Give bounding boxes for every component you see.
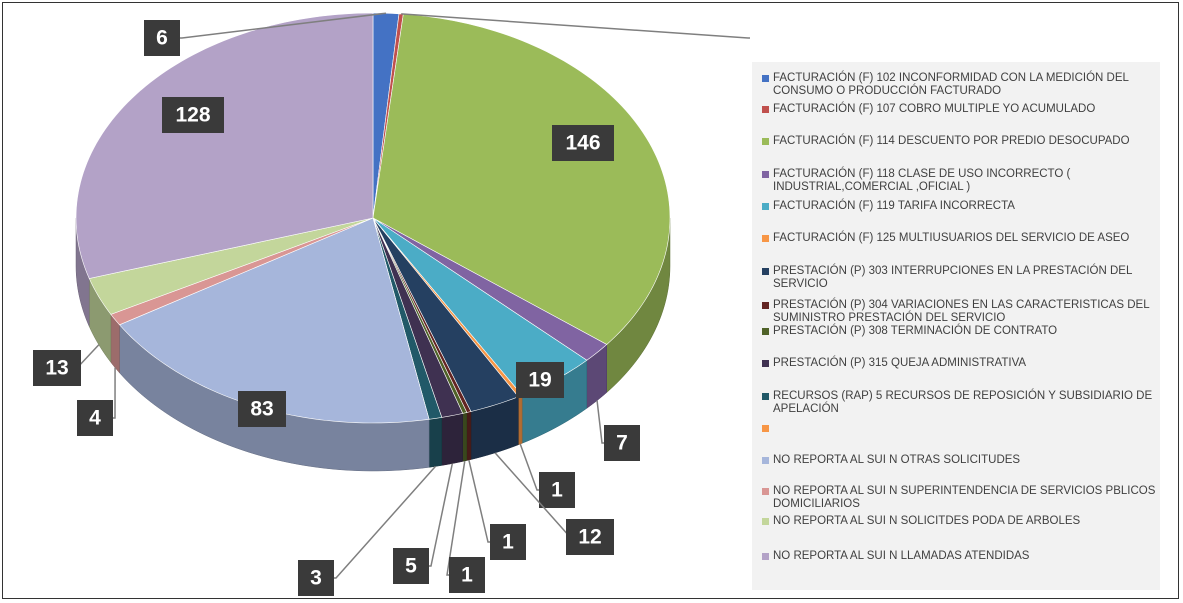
label-box bbox=[566, 519, 614, 555]
label-box bbox=[516, 362, 564, 398]
legend-label: PRESTACIÓN (P) 303 INTERRUPCIONES EN LA … bbox=[773, 265, 1132, 290]
data-label: 7 bbox=[616, 432, 628, 455]
legend-label: PRESTACIÓN (P) 304 VARIACIONES EN LAS CA… bbox=[773, 299, 1150, 324]
legend-swatch bbox=[762, 553, 769, 560]
legend-swatch bbox=[762, 302, 769, 309]
data-label: 128 bbox=[175, 104, 210, 127]
legend-swatch bbox=[762, 235, 769, 242]
legend-swatch bbox=[762, 138, 769, 145]
pie-side bbox=[462, 412, 468, 462]
label-box bbox=[144, 20, 180, 56]
legend-label: RECURSOS (RAP) 5 RECURSOS DE REPOSICIÓN … bbox=[773, 390, 1153, 415]
data-label: 146 bbox=[565, 132, 600, 155]
legend-label: NO REPORTA AL SUI N LLAMADAS ATENDIDAS bbox=[773, 550, 1030, 562]
data-label: 1 bbox=[502, 531, 514, 554]
label-box bbox=[238, 391, 286, 427]
legend-swatch bbox=[762, 75, 769, 82]
legend-swatch bbox=[762, 393, 769, 400]
legend-label: NO REPORTA AL SUI N SOLICITDES PODA DE A… bbox=[773, 515, 1081, 527]
legend-swatch bbox=[762, 360, 769, 367]
label-box bbox=[490, 524, 526, 560]
legend-label: FACTURACIÓN (F) 119 TARIFA INCORRECTA bbox=[773, 200, 1015, 212]
legend-label: FACTURACIÓN (F) 125 MULTIUSUARIOS DEL SE… bbox=[773, 232, 1130, 244]
labels: 61146719112115383413128 bbox=[33, 12, 750, 596]
legend-swatch bbox=[762, 518, 769, 525]
legend-swatch bbox=[762, 425, 769, 432]
legend-label: FACTURACIÓN (F) 102 INCONFORMIDAD CON LA… bbox=[773, 72, 1129, 97]
legend-swatch bbox=[762, 488, 769, 495]
legend-label: PRESTACIÓN (P) 315 QUEJA ADMINISTRATIVA bbox=[773, 357, 1027, 369]
legend-label: NO REPORTA AL SUI N OTRAS SOLICITUDES bbox=[773, 454, 1021, 466]
pie-side bbox=[441, 413, 463, 466]
label-box bbox=[604, 425, 640, 461]
data-label: 3 bbox=[310, 567, 322, 590]
data-label: 5 bbox=[405, 555, 417, 578]
walls bbox=[75, 217, 671, 472]
legend: FACTURACIÓN (F) 102 INCONFORMIDAD CON LA… bbox=[752, 62, 1160, 590]
legend-label: FACTURACIÓN (F) 118 CLASE DE USO INCORRE… bbox=[773, 168, 1071, 193]
pie-area: 61146719112115383413128 bbox=[33, 12, 750, 596]
data-label: 13 bbox=[45, 357, 68, 380]
label-box bbox=[298, 560, 334, 596]
legend-swatch bbox=[762, 328, 769, 335]
legend-label: NO REPORTA AL SUI N SUPERINTENDENCIA DE … bbox=[773, 485, 1156, 510]
legend-label: FACTURACIÓN (F) 114 DESCUENTO POR PREDIO… bbox=[773, 135, 1130, 147]
data-label: 1 bbox=[461, 564, 473, 587]
data-label: 1 bbox=[551, 479, 563, 502]
pie-slice bbox=[88, 217, 374, 315]
label-box bbox=[552, 125, 614, 161]
pie-slice bbox=[372, 217, 608, 361]
pie-side bbox=[466, 411, 472, 461]
label-box bbox=[393, 548, 429, 584]
pie-slice bbox=[372, 217, 519, 412]
data-label: 6 bbox=[156, 27, 168, 50]
legend-swatch bbox=[762, 457, 769, 464]
data-label: 83 bbox=[250, 398, 273, 421]
legend-swatch bbox=[762, 268, 769, 275]
leader-line bbox=[401, 13, 750, 39]
label-box bbox=[162, 97, 224, 133]
pie-slice bbox=[372, 13, 671, 345]
legend-swatch bbox=[762, 171, 769, 178]
tops bbox=[75, 12, 671, 424]
label-box bbox=[33, 350, 81, 386]
data-label: 12 bbox=[578, 526, 601, 549]
legend-swatch bbox=[762, 106, 769, 113]
data-label: 4 bbox=[89, 407, 101, 430]
pie-side bbox=[518, 394, 523, 446]
pie-slice bbox=[75, 12, 374, 279]
label-box bbox=[539, 472, 575, 508]
pie-side bbox=[428, 417, 443, 468]
data-label: 19 bbox=[528, 369, 551, 392]
legend-label: PRESTACIÓN (P) 308 TERMINACIÓN DE CONTRA… bbox=[773, 325, 1058, 337]
legend-label: FACTURACIÓN (F) 107 COBRO MULTIPLE YO AC… bbox=[773, 103, 1096, 115]
label-box bbox=[449, 557, 485, 593]
label-box bbox=[77, 400, 113, 436]
legend-swatch bbox=[762, 203, 769, 210]
